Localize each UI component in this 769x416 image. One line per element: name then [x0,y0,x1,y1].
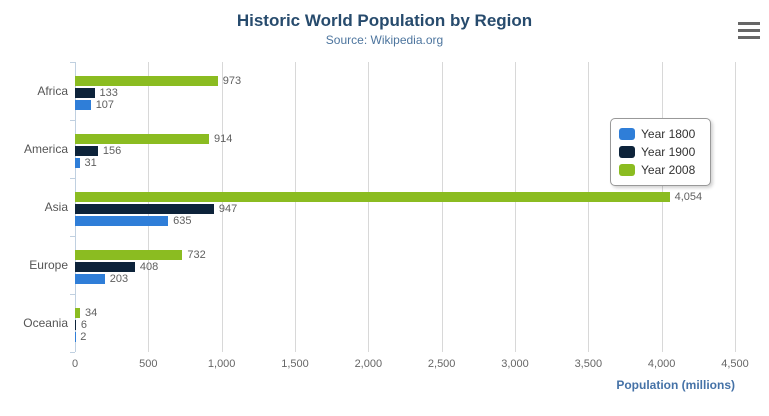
bar-value-label: 973 [222,75,242,87]
bar-value-label: 635 [173,215,192,227]
bar-europe-year-1900[interactable] [75,262,135,272]
y-axis-tick [70,352,75,353]
gridline [588,62,590,352]
gridline [368,62,370,352]
bar-africa-year-2008[interactable] [75,76,218,86]
xaxis-tick-label: 1,000 [207,358,236,370]
xaxis-tick-label: 2,500 [427,358,456,370]
legend-swatch-icon [619,128,635,140]
xaxis-tick-label: 3,500 [574,358,603,370]
legend-label: Year 2008 [641,163,696,177]
bar-value-label: 107 [95,99,115,111]
legend-item-year-1800[interactable]: Year 1800 [619,125,702,143]
gridline [221,62,223,352]
bar-africa-year-1800[interactable] [75,100,91,110]
y-axis-tick [70,178,75,179]
category-label-america: America [23,142,68,156]
bar-value-label: 947 [218,203,238,215]
category-label-asia: Asia [44,200,68,214]
bar-value-label: 2 [80,331,87,343]
y-axis-tick [70,294,75,295]
bar-america-year-1900[interactable] [75,146,98,156]
legend: Year 1800 Year 1900 Year 2008 [610,118,711,186]
bar-oceania-year-2008[interactable] [75,308,80,318]
hamburger-icon [738,21,760,39]
chart-subtitle: Source: Wikipedia.org [325,33,444,47]
xaxis-tick-label: 1,500 [281,358,309,370]
y-axis-tick [70,62,75,63]
bar-america-year-1800[interactable] [75,158,80,168]
bar-value-label: 133 [99,87,118,99]
legend-swatch-icon [619,164,635,176]
gridline [661,62,663,352]
bar-value-label: 4,054 [674,191,703,203]
bar-oceania-year-1900[interactable] [75,320,76,330]
gridline [295,62,296,352]
bar-value-label: 203 [109,273,129,285]
legend-item-year-1900[interactable]: Year 1900 [619,143,702,161]
bar-value-label: 31 [84,157,97,169]
bar-value-label: 408 [139,261,159,273]
xaxis-tick-label: 2,000 [354,358,383,370]
context-menu-button[interactable] [735,17,763,43]
bar-africa-year-1900[interactable] [75,88,95,98]
bar-value-label: 34 [84,307,98,319]
bar-value-label: 914 [214,133,233,145]
gridline [441,62,443,352]
bar-asia-year-1800[interactable] [75,216,169,226]
y-axis-tick [70,120,75,121]
xaxis-tick-label: 4,000 [647,358,676,370]
xaxis-tick-label: 500 [139,358,158,370]
bar-value-label: 156 [102,145,122,157]
gridline [515,62,516,352]
bar-value-label: 6 [80,319,87,331]
xaxis-tick-label: 4,500 [721,358,749,370]
category-label-oceania: Oceania [23,316,68,330]
xaxis-tick-label: 0 [71,358,79,370]
legend-label: Year 1800 [641,127,696,141]
category-label-africa: Africa [37,84,68,98]
legend-label: Year 1900 [641,145,696,159]
chart-title: Historic World Population by Region [236,11,533,30]
category-label-europe: Europe [29,258,68,272]
bar-america-year-2008[interactable] [75,134,210,144]
legend-item-year-2008[interactable]: Year 2008 [619,161,702,179]
gridline [735,62,736,352]
y-axis-tick [70,236,75,237]
bar-asia-year-1900[interactable] [75,204,214,214]
xaxis-tick-label: 3,000 [501,358,529,370]
xaxis-title: Population (millions) [616,378,735,392]
plot-area: 973 133 107 914 156 31 4,054 947 635 732 408 203 34 6… [70,62,736,353]
bar-asia-year-2008[interactable] [75,192,670,202]
bar-europe-year-2008[interactable] [75,250,183,260]
bar-value-label: 732 [187,249,206,261]
legend-swatch-icon [619,146,635,158]
bar-europe-year-1800[interactable] [75,274,105,284]
